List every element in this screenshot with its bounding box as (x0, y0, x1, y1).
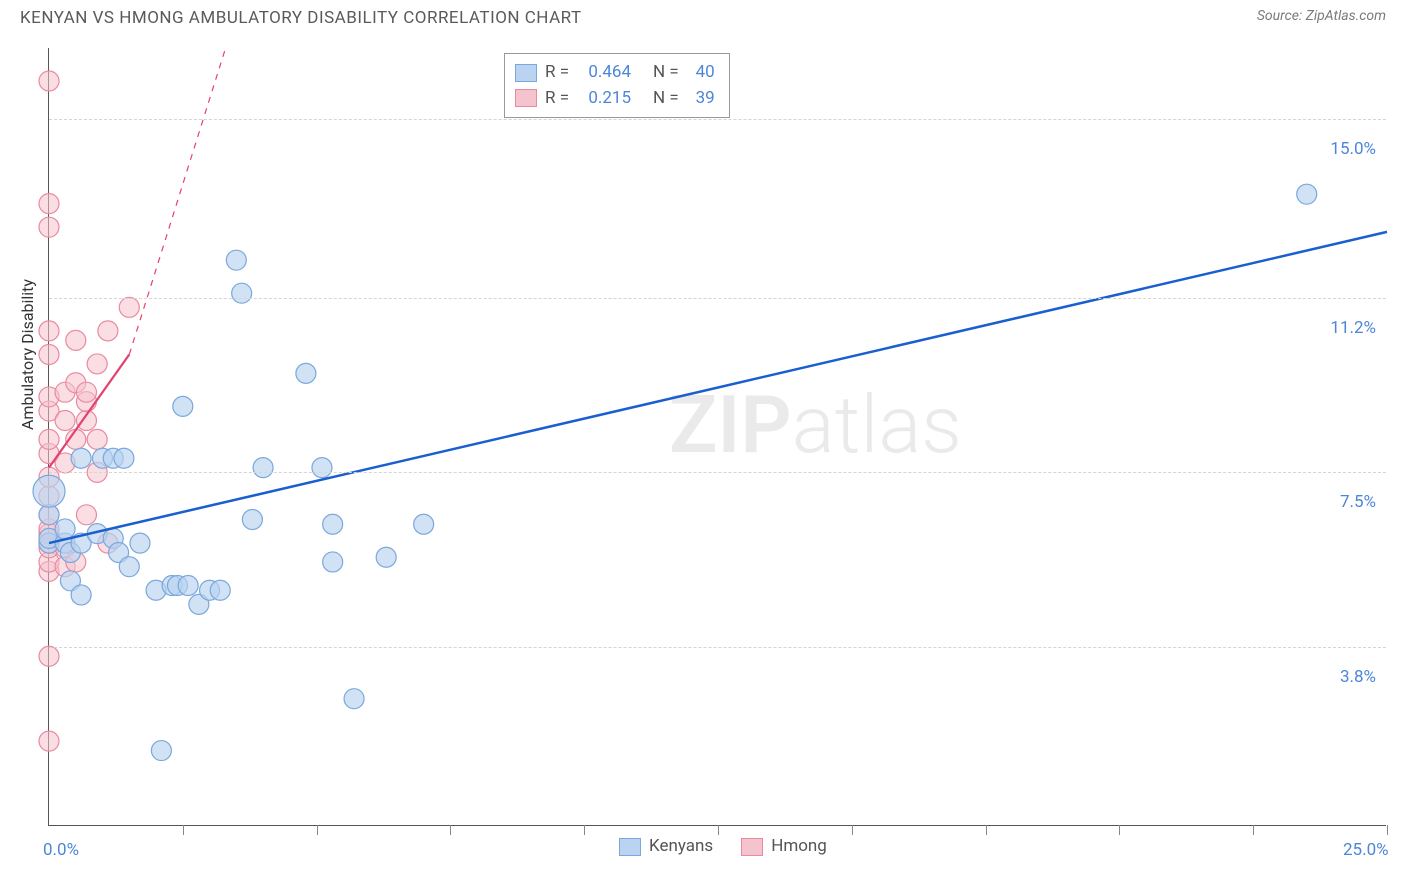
data-point (119, 557, 139, 577)
data-point (39, 217, 59, 237)
gridline (49, 472, 1386, 473)
data-point (39, 344, 59, 364)
x-tick (183, 825, 184, 835)
chart-svg (49, 48, 1386, 825)
x-tick (317, 825, 318, 835)
data-point (130, 533, 150, 553)
data-point (376, 547, 396, 567)
data-point (151, 741, 171, 761)
data-point (414, 514, 434, 534)
data-point (344, 689, 364, 709)
data-point (87, 429, 107, 449)
data-point (178, 576, 198, 596)
legend-swatch (741, 838, 763, 856)
data-point (232, 283, 252, 303)
legend-item: Hmong (741, 836, 827, 856)
x-tick (1253, 825, 1254, 835)
data-point (39, 71, 59, 91)
data-point (323, 514, 343, 534)
data-point (226, 250, 246, 270)
y-tick-label: 15.0% (1330, 139, 1376, 159)
y-axis-label: Ambulatory Disability (18, 279, 37, 430)
data-point (312, 458, 332, 478)
data-point (66, 330, 86, 350)
data-point (242, 510, 262, 530)
data-point (98, 321, 118, 341)
chart-source: Source: ZipAtlas.com (1257, 8, 1386, 24)
legend-series: Kenyans Hmong (619, 836, 827, 856)
data-point (87, 354, 107, 374)
x-tick (584, 825, 585, 835)
data-point (39, 194, 59, 214)
data-point (39, 321, 59, 341)
data-point (119, 297, 139, 317)
data-point (71, 585, 91, 605)
data-point (253, 458, 273, 478)
y-tick-label: 7.5% (1340, 492, 1376, 512)
title-bar: KENYAN VS HMONG AMBULATORY DISABILITY CO… (0, 0, 1406, 32)
data-point (76, 505, 96, 525)
data-point (33, 475, 65, 507)
gridline (49, 298, 1386, 299)
y-tick-label: 3.8% (1340, 667, 1376, 687)
data-point (210, 580, 230, 600)
legend-swatch (619, 838, 641, 856)
data-point (39, 731, 59, 751)
data-point (71, 448, 91, 468)
chart-title: KENYAN VS HMONG AMBULATORY DISABILITY CO… (20, 8, 582, 28)
x-tick-label: 0.0% (43, 840, 79, 860)
x-tick-label: 25.0% (1343, 840, 1389, 860)
data-point (173, 396, 193, 416)
legend-swatch (515, 64, 537, 82)
y-tick-label: 11.2% (1330, 318, 1376, 338)
x-tick (986, 825, 987, 835)
data-point (39, 646, 59, 666)
x-tick (450, 825, 451, 835)
data-point (55, 410, 75, 430)
data-point (1297, 184, 1317, 204)
x-tick (1119, 825, 1120, 835)
legend-item: Kenyans (619, 836, 713, 856)
data-point (39, 429, 59, 449)
x-tick (718, 825, 719, 835)
data-point (323, 552, 343, 572)
data-point (76, 382, 96, 402)
legend-swatch (515, 89, 537, 107)
data-point (55, 519, 75, 539)
x-tick (1387, 825, 1388, 835)
plot-area: ZIPatlas 3.8%7.5%11.2%15.0%0.0%25.0% R =… (48, 48, 1386, 826)
legend-correlation: R = 0.464 N = 40 R = 0.215 N = 39 (504, 53, 730, 118)
data-point (114, 448, 134, 468)
data-point (296, 363, 316, 383)
gridline (49, 647, 1386, 648)
gridline (49, 119, 1386, 120)
x-tick (852, 825, 853, 835)
